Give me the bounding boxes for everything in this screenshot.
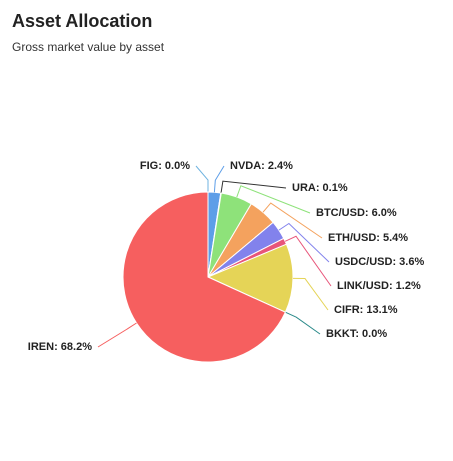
- leader-line: [97, 322, 137, 348]
- pie-slice: [206, 243, 294, 313]
- data-label: NVDA: 2.4%: [230, 160, 293, 172]
- data-label: BKKT: 0.0%: [326, 328, 387, 340]
- leader-line: [236, 185, 311, 214]
- data-label: URA: 0.1%: [292, 182, 348, 194]
- leader-line: [262, 202, 323, 239]
- leader-line: [292, 277, 329, 311]
- data-label: CIFR: 13.1%: [334, 304, 398, 316]
- leader-line: [284, 235, 332, 287]
- leader-line: [195, 165, 209, 192]
- chart-title: Asset Allocation: [12, 11, 152, 31]
- chart-subtitle: Gross market value by asset: [12, 40, 165, 54]
- data-label: ETH/USD: 5.4%: [328, 232, 408, 244]
- leader-line: [278, 222, 330, 263]
- data-label: USDC/USD: 3.6%: [335, 256, 424, 268]
- data-label: FIG: 0.0%: [140, 160, 190, 172]
- leader-line: [285, 311, 321, 335]
- data-label: LINK/USD: 1.2%: [337, 280, 421, 292]
- data-label: IREN: 68.2%: [28, 341, 92, 353]
- leader-line: [213, 165, 225, 193]
- pie-slice: [122, 191, 287, 363]
- data-label: BTC/USD: 6.0%: [316, 207, 397, 219]
- leader-line: [220, 180, 287, 194]
